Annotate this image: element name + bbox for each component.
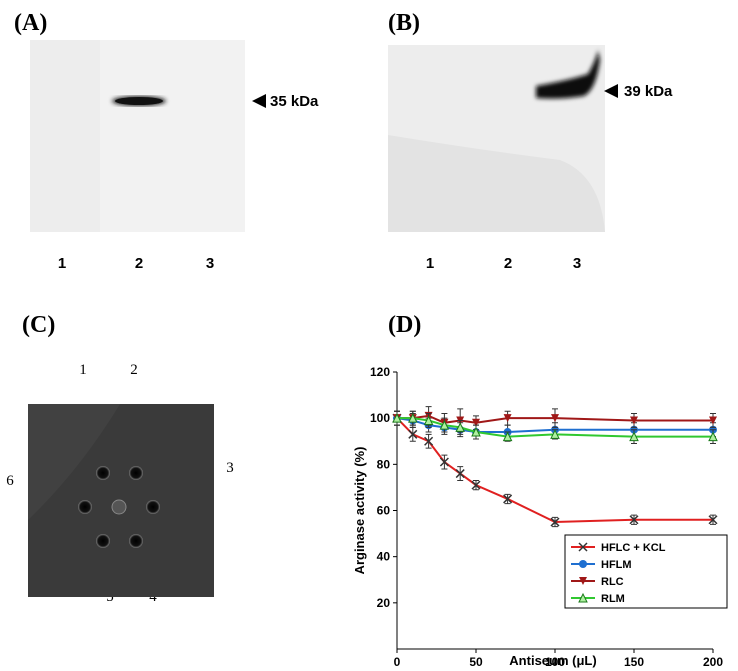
marker-label: 39 kDa [624, 83, 673, 100]
marker [471, 426, 481, 437]
well-label: 1 [79, 362, 87, 378]
marker [471, 480, 481, 490]
marker [708, 431, 718, 442]
marker [579, 577, 587, 585]
well [146, 500, 160, 514]
lane-label: 3 [206, 255, 214, 272]
well-label: 2 [130, 362, 138, 378]
legend-label: HFLC + KCL [601, 542, 666, 554]
marker [503, 414, 512, 423]
lane-label: 3 [573, 255, 581, 272]
legend-label: RLC [601, 576, 624, 588]
gel-shade [28, 404, 120, 520]
panel-label: (A) [14, 10, 47, 36]
well-label: 6 [6, 473, 14, 489]
well [111, 499, 127, 515]
series-line [396, 417, 713, 524]
well [96, 466, 110, 480]
y-tick-label: 60 [377, 504, 391, 518]
marker [472, 418, 480, 427]
lane-label: 2 [135, 255, 143, 272]
legend-label: HFLM [601, 559, 632, 571]
marker [709, 416, 717, 425]
lane-label: 1 [426, 255, 434, 272]
marker [550, 517, 560, 527]
marker [455, 422, 466, 432]
marker [407, 413, 418, 423]
marker [629, 431, 639, 442]
chart: 20 40 60 80 100 120 0 50 100 150 200 Antiseum (μL) A… [352, 365, 728, 669]
marker [708, 515, 718, 525]
series-line [396, 417, 713, 434]
well-label: 3 [226, 460, 234, 476]
well [96, 534, 110, 548]
marker [630, 416, 638, 425]
panel-label: (C) [22, 312, 55, 338]
lane-label: 2 [504, 255, 512, 272]
blot-smear [30, 40, 100, 232]
lane-label: 1 [58, 255, 66, 272]
y-tick-label: 40 [377, 550, 391, 564]
x-tick-label: 100 [545, 655, 565, 669]
x-tick-label: 0 [394, 655, 401, 669]
marker [424, 436, 434, 446]
marker [423, 415, 434, 425]
x-tick-label: 50 [469, 655, 483, 669]
x-tick-label: 150 [624, 655, 644, 669]
x-tick-label: 200 [703, 655, 723, 669]
marker [578, 542, 588, 552]
x-axis-label: Antiseum (μL) [509, 653, 596, 668]
marker [629, 515, 639, 525]
blot-shade [388, 135, 605, 232]
marker [579, 560, 587, 568]
series-line [397, 414, 713, 424]
marker [408, 429, 418, 439]
arrow [604, 84, 618, 98]
marker [578, 592, 588, 603]
marker [392, 413, 402, 423]
y-tick-label: 100 [370, 411, 390, 425]
legend: HFLC + KCL HFLM RLC RLM [564, 534, 728, 609]
marker [551, 414, 559, 423]
band [536, 50, 600, 99]
y-tick-label: 80 [377, 457, 391, 471]
series-line [397, 417, 713, 438]
panel-label: (B) [388, 10, 420, 36]
wells [78, 466, 160, 548]
well [129, 466, 143, 480]
legend-label: RLM [601, 593, 625, 605]
marker [439, 457, 449, 467]
y-tick-label: 120 [370, 365, 390, 379]
panel-label: (D) [388, 312, 421, 338]
band [115, 97, 163, 105]
marker-label: 35 kDa [270, 93, 319, 110]
marker [439, 419, 450, 430]
marker [503, 494, 513, 504]
well [129, 534, 143, 548]
y-tick-label: 20 [377, 596, 391, 610]
marker [455, 469, 465, 479]
well [78, 500, 92, 514]
y-axis-label: Arginase activity (%) [352, 447, 367, 575]
arrow [252, 94, 266, 108]
marker [502, 431, 513, 442]
marker [550, 429, 560, 439]
